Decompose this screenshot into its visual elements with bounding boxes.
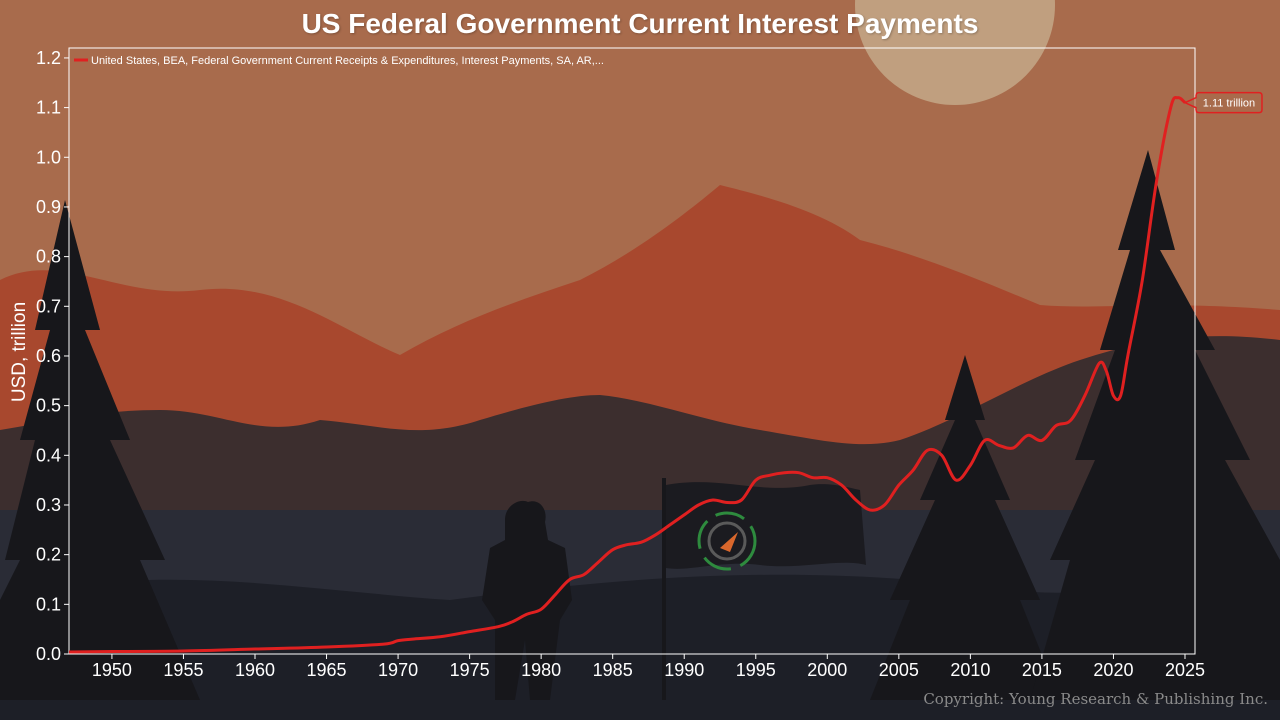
soldier-silhouette [482, 500, 572, 700]
y-tick-label: 0.9 [36, 197, 61, 217]
y-tick-label: 0.8 [36, 247, 61, 267]
x-tick-label: 2010 [950, 660, 990, 680]
x-tick-label: 1965 [307, 660, 347, 680]
y-tick-label: 0.5 [36, 396, 61, 416]
copyright-text: Copyright: Young Research & Publishing I… [923, 690, 1268, 708]
x-tick-label: 2005 [879, 660, 919, 680]
value-callout-label: 1.11 trillion [1203, 98, 1255, 110]
y-tick-label: 0.0 [36, 644, 61, 664]
plot-frame [68, 47, 1196, 655]
y-tick-label: 0.7 [36, 296, 61, 316]
x-tick-label: 1955 [163, 660, 203, 680]
compass-arrow-icon [720, 532, 738, 552]
y-tick-label: 1.1 [36, 98, 61, 118]
y-axis-label: USD, trillion [9, 301, 30, 403]
y-tick-label: 0.4 [36, 445, 61, 465]
legend-label: United States, BEA, Federal Government C… [91, 55, 604, 67]
x-tick-label: 2015 [1022, 660, 1062, 680]
x-tick-label: 1980 [521, 660, 561, 680]
x-tick-label: 1960 [235, 660, 275, 680]
x-tick-label: 1975 [450, 660, 490, 680]
pine-tree-left [0, 200, 200, 700]
x-tick-label: 1950 [92, 660, 132, 680]
pine-tree-right [1030, 150, 1280, 700]
y-tick-label: 0.3 [36, 495, 61, 515]
y-axis: 0.0 0.1 0.2 0.3 0.4 0.5 0.6 0.7 0.8 0.9 1.0 1.1 1.2 [36, 48, 69, 664]
y-tick-label: 1.2 [36, 48, 61, 68]
y-tick-label: 0.6 [36, 346, 61, 366]
y-tick-label: 0.2 [36, 545, 61, 565]
pine-tree-middle [870, 355, 1060, 700]
series-line [68, 95, 1186, 654]
value-callout [1183, 91, 1263, 114]
flag [666, 482, 866, 569]
x-tick-label: 2000 [807, 660, 847, 680]
series-layer [68, 95, 1186, 654]
x-tick-label: 2025 [1165, 660, 1205, 680]
flag-emblem-inner [707, 521, 747, 561]
x-tick-label: 1990 [664, 660, 704, 680]
annotations: 1.11 trillion [1183, 91, 1263, 114]
y-tick-label: 0.1 [36, 594, 61, 614]
sun [855, 0, 1055, 105]
legend: United States, BEA, Federal Government C… [74, 55, 604, 67]
x-tick-label: 1970 [378, 660, 418, 680]
chart-title: US Federal Government Current Interest P… [301, 8, 979, 39]
x-tick-label: 1985 [593, 660, 633, 680]
x-axis: 1950 1955 1960 1965 1970 1975 1980 1985 1990 1995… [92, 654, 1205, 680]
x-tick-label: 1995 [736, 660, 776, 680]
y-tick-label: 1.0 [36, 147, 61, 167]
flag-emblem-ring [697, 511, 757, 571]
x-tick-label: 2020 [1093, 660, 1133, 680]
